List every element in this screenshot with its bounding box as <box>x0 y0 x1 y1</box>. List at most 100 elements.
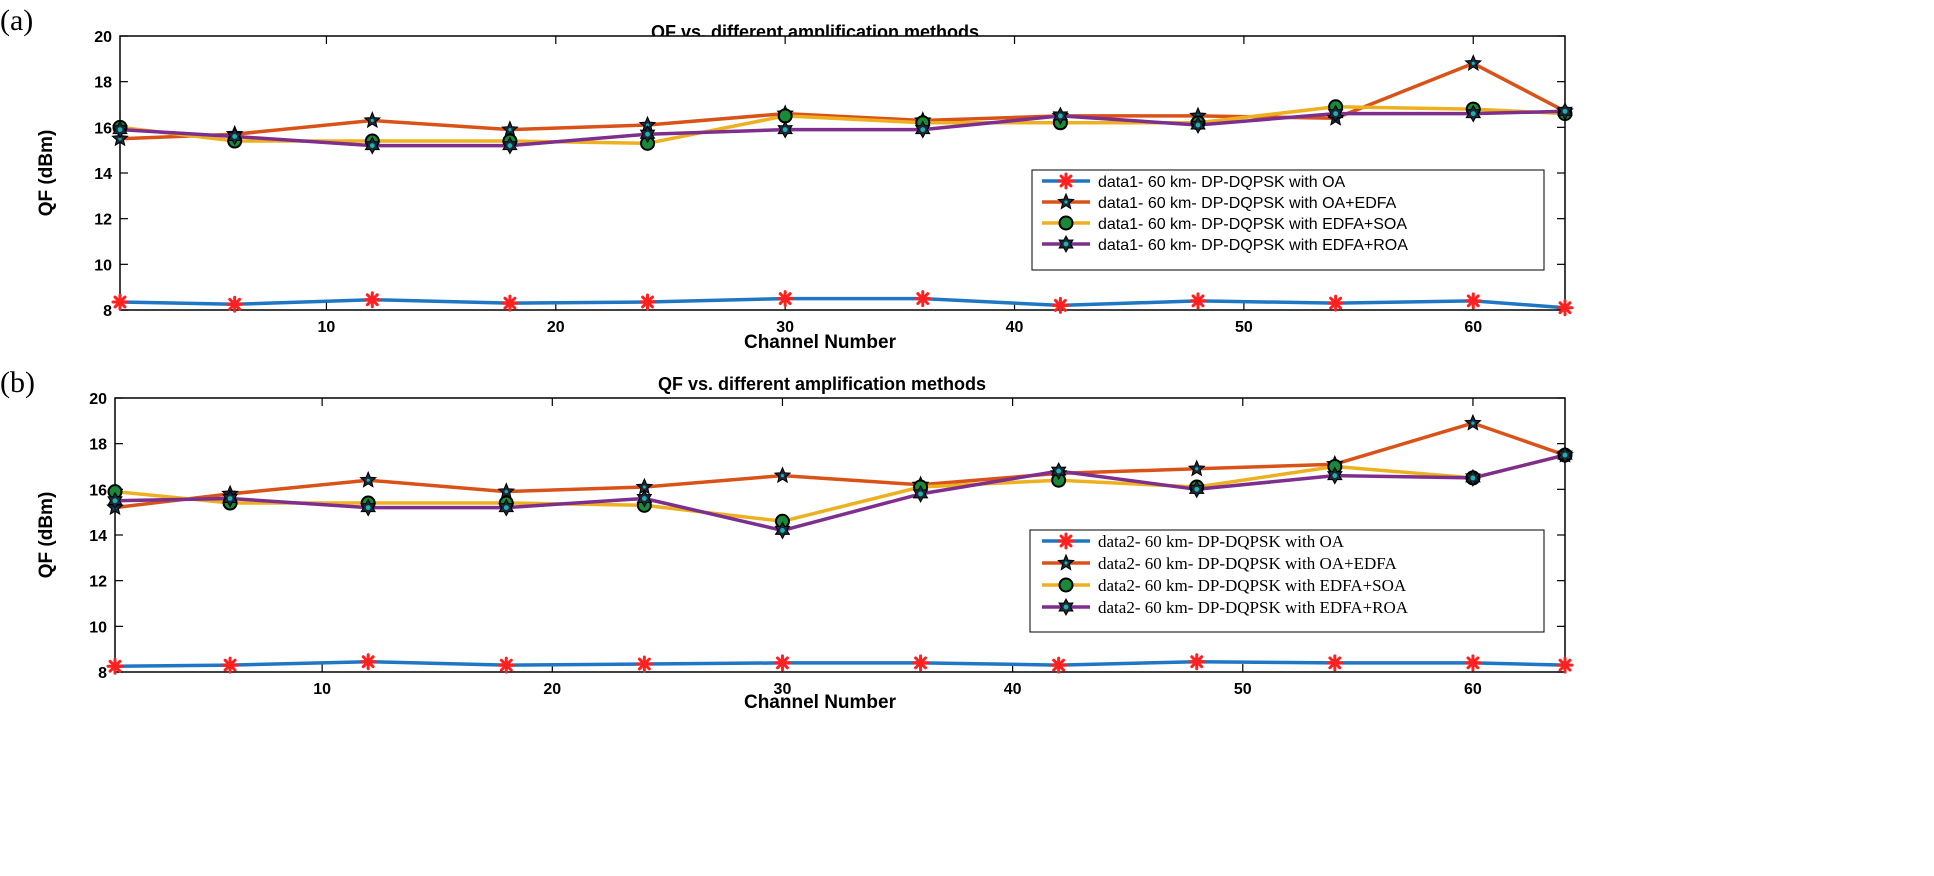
legend-marker-a-edfa-roa <box>1058 234 1074 254</box>
data-point-b-edfa-roa <box>912 484 929 503</box>
series-line-b-edfa-roa <box>114 453 1566 533</box>
data-point-a-oa <box>226 295 244 313</box>
x-tick-label: 40 <box>1004 681 1022 698</box>
data-point-a-oa <box>363 291 381 309</box>
series-line-a-oa-edfa <box>119 61 1566 141</box>
data-point-a-edfa-roa <box>502 136 518 155</box>
data-point-b-edfa-roa <box>222 489 238 508</box>
series-line-b-edfa-soa <box>114 453 1566 524</box>
legend-entry-b-edfa-roa: data2- 60 km- DP-DQPSK with EDFA+ROA <box>1098 598 1409 617</box>
data-point-b-oa-edfa <box>359 470 378 488</box>
data-point-a-edfa-roa <box>1327 104 1344 123</box>
x-tick-label: 50 <box>1235 319 1253 336</box>
y-axis-label-a: QF (dBm) <box>36 130 57 217</box>
data-point-a-oa <box>914 290 932 308</box>
data-point-b-oa <box>359 653 377 671</box>
y-tick-label: 20 <box>89 391 107 408</box>
data-point-b-oa <box>773 654 791 672</box>
y-tick-label: 14 <box>89 528 107 545</box>
series-a <box>111 54 1574 317</box>
series-line-a-edfa-soa <box>119 105 1566 146</box>
data-point-b-edfa-roa <box>107 491 123 510</box>
x-tick-label: 10 <box>318 319 336 336</box>
legend-entry-a-oa: data1- 60 km- DP-DQPSK with OA <box>1098 174 1346 191</box>
data-point-b-edfa-roa <box>498 498 515 517</box>
data-point-b-oa <box>497 656 515 674</box>
legend-entry-a-edfa-roa: data1- 60 km- DP-DQPSK with EDFA+ROA <box>1098 237 1408 254</box>
y-tick-label: 12 <box>89 574 107 591</box>
y-axis-label-b: QF (dBm) <box>36 492 57 579</box>
data-point-a-oa <box>1327 294 1345 312</box>
legend-marker-b-oa <box>1057 532 1075 550</box>
y-tick-label: 14 <box>94 166 112 183</box>
data-point-a-edfa-roa <box>1557 102 1573 121</box>
series-line-a-edfa-roa <box>119 109 1566 148</box>
data-point-b-edfa-roa <box>360 498 376 517</box>
x-axis-label-a: Channel Number <box>744 332 897 353</box>
series-line-b-oa-edfa <box>114 421 1566 510</box>
series-line-a-oa <box>119 296 1566 310</box>
data-point-a-oa <box>1556 299 1574 317</box>
x-tick-label: 10 <box>313 681 331 698</box>
legend-entry-a-oa-edfa: data1- 60 km- DP-DQPSK with OA+EDFA <box>1098 195 1397 212</box>
y-tick-label: 20 <box>94 29 112 46</box>
legend-marker-a-oa <box>1057 172 1075 190</box>
data-point-a-oa <box>111 293 129 311</box>
data-point-a-edfa-roa <box>914 120 931 139</box>
data-point-a-edfa-roa <box>1190 115 1206 135</box>
series-b <box>106 413 1574 675</box>
legend-entry-b-edfa-soa: data2- 60 km- DP-DQPSK with EDFA+SOA <box>1098 576 1407 595</box>
data-point-b-edfa-roa <box>774 521 791 540</box>
legend-marker-b-edfa-roa <box>1058 597 1074 617</box>
y-tick-label: 18 <box>94 75 112 92</box>
data-point-a-oa <box>1189 292 1207 310</box>
data-point-b-oa-edfa <box>1464 413 1482 431</box>
data-point-a-oa <box>776 290 794 308</box>
x-axis-label-b: Channel Number <box>744 692 897 713</box>
legend-box-b <box>1029 529 1545 633</box>
data-point-b-edfa-roa <box>1327 466 1343 485</box>
data-point-b-oa-edfa <box>497 482 516 500</box>
data-point-b-oa <box>1464 654 1482 672</box>
ticks-a: 8 10 12 14 16 18 20 10 20 30 40 50 60 <box>94 29 1565 336</box>
y-tick-label: 10 <box>94 257 112 274</box>
data-point-b-oa <box>912 654 930 672</box>
data-point-a-oa-edfa <box>501 120 519 138</box>
data-point-a-edfa-roa <box>777 120 793 139</box>
data-point-b-oa <box>635 655 653 673</box>
legend-markers-b <box>1042 532 1090 617</box>
data-point-a-edfa-roa <box>364 136 381 155</box>
y-tick-label: 18 <box>89 437 107 454</box>
y-tick-label: 10 <box>89 619 107 636</box>
data-point-b-oa <box>1556 656 1574 674</box>
panel-b: (b) QF vs. different amplification metho… <box>0 366 1574 713</box>
legend-markers-a <box>1042 172 1090 254</box>
panel-a: (a) QF vs. different amplification metho… <box>0 4 1574 353</box>
data-point-a-oa-edfa <box>363 111 382 129</box>
legend-marker-b-oa-edfa <box>1057 553 1075 571</box>
y-tick-label: 16 <box>89 482 107 499</box>
legend-entry-a-edfa-soa: data1- 60 km- DP-DQPSK with EDFA+SOA <box>1098 216 1407 233</box>
data-point-a-oa <box>501 294 519 312</box>
x-tick-label: 20 <box>543 681 561 698</box>
y-tick-label: 8 <box>103 303 112 320</box>
legend-marker-b-edfa-soa <box>1058 577 1074 593</box>
x-tick-label: 60 <box>1464 319 1482 336</box>
data-point-a-edfa-roa <box>1052 106 1069 125</box>
legend-entry-b-oa-edfa: data2- 60 km- DP-DQPSK with OA+EDFA <box>1098 554 1397 573</box>
x-tick-label: 50 <box>1234 681 1252 698</box>
data-point-b-oa <box>1050 656 1068 674</box>
data-point-a-oa <box>1051 296 1069 314</box>
panel-letter-a: (a) <box>0 4 33 37</box>
x-tick-label: 30 <box>776 319 794 336</box>
panel-letter-b: (b) <box>0 366 35 399</box>
data-point-b-edfa-roa <box>1465 468 1481 487</box>
data-point-b-oa-edfa <box>773 466 792 484</box>
data-point-b-oa <box>221 656 239 674</box>
data-point-b-edfa-roa <box>636 489 653 508</box>
legend-box-a <box>1031 169 1545 271</box>
y-tick-label: 8 <box>98 665 107 682</box>
data-point-a-edfa-roa <box>639 125 656 144</box>
data-point-b-oa <box>1326 654 1344 672</box>
